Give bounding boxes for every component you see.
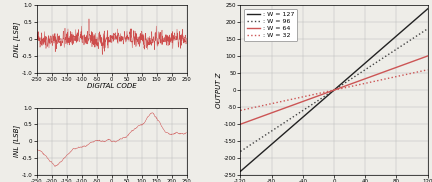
- Y-axis label: DNL [LSB]: DNL [LSB]: [14, 21, 20, 57]
- Y-axis label: INL [LSB]: INL [LSB]: [14, 125, 20, 157]
- Y-axis label: OUTPUT Z: OUTPUT Z: [216, 72, 222, 108]
- X-axis label: DIGITAL CODE: DIGITAL CODE: [87, 83, 137, 89]
- Legend: : W = 127, : W = 96, : W = 64, : W = 32: : W = 127, : W = 96, : W = 64, : W = 32: [244, 9, 298, 41]
